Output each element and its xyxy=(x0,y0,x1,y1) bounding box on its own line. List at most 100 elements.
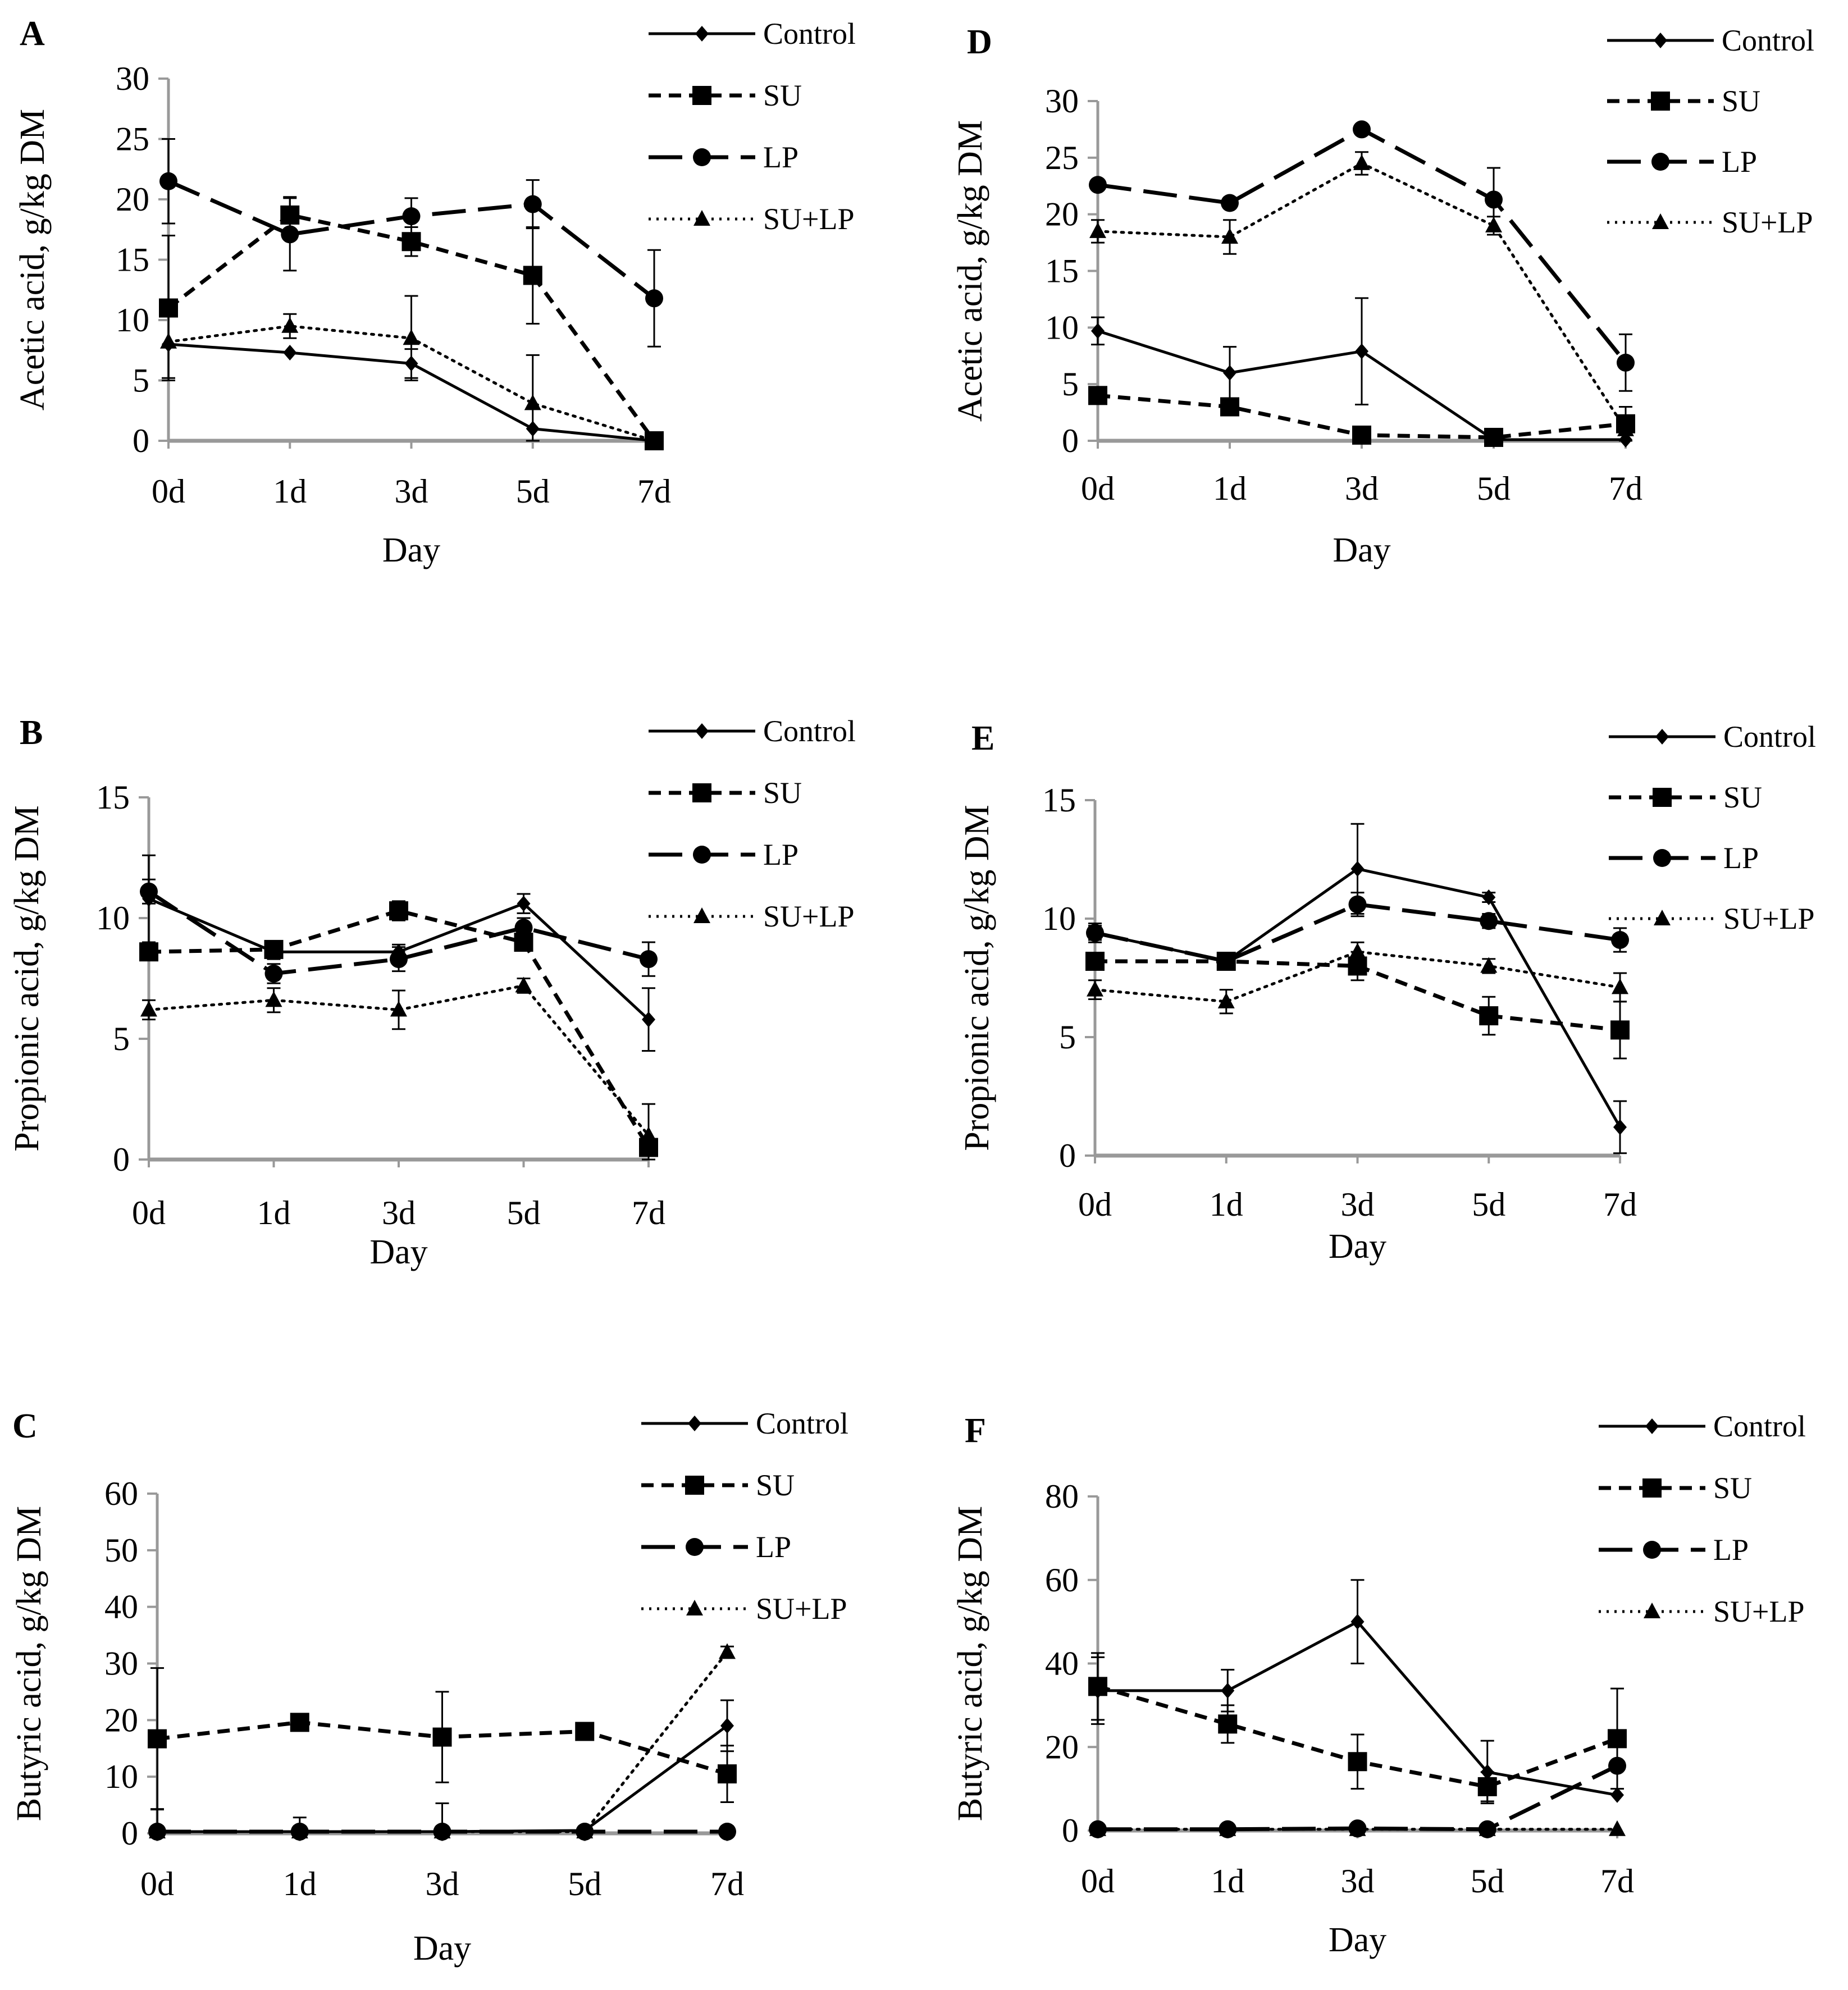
panel-d: D 0 5 10 15 20 25 30 0d 1d 3d 5d 7d Day Acetic acid, g… xyxy=(951,23,1814,569)
legend-marker xyxy=(688,1416,701,1431)
panel-a-x-tick-label: 7d xyxy=(637,473,671,510)
data-point xyxy=(1613,1119,1627,1135)
data-point xyxy=(1218,1714,1238,1734)
data-point xyxy=(523,266,542,285)
data-point xyxy=(1349,1820,1366,1836)
panel-a-y-tick-label: 20 xyxy=(116,181,149,218)
legend-label: LP xyxy=(1722,145,1757,179)
legend-marker xyxy=(686,1600,703,1615)
panel-d-x-tick-label: 1d xyxy=(1213,470,1247,507)
data-point xyxy=(148,1729,167,1749)
panel-d-y-tick-label: 20 xyxy=(1045,196,1079,233)
legend-marker xyxy=(1655,729,1669,745)
panel-e: E 0 5 10 15 0d 1d 3d 5d 7d Day Propionic acid, g/kg… xyxy=(958,719,1816,1266)
legend-label: Control xyxy=(1723,720,1816,754)
panel-a-y-tick-label: 0 xyxy=(133,422,149,459)
data-point xyxy=(1089,222,1106,238)
data-point xyxy=(402,207,421,226)
data-point xyxy=(1221,194,1239,212)
legend-label: SU xyxy=(1722,84,1760,118)
legend-item-lp: LP xyxy=(1599,1533,1749,1567)
series-line xyxy=(167,213,656,442)
data-point xyxy=(1350,1614,1365,1630)
panel-a-letter: A xyxy=(20,15,45,53)
data-point xyxy=(640,950,658,969)
data-point xyxy=(1479,1006,1499,1026)
panel-e-y-tick-label: 10 xyxy=(1042,900,1076,937)
legend-item-lp: LP xyxy=(641,1530,791,1564)
data-point xyxy=(140,882,158,901)
panel-a-y-tick-label: 10 xyxy=(116,302,149,339)
panel-f-series-su xyxy=(1088,1652,1627,1802)
panel-c-y-tick-label: 40 xyxy=(104,1589,138,1626)
legend-label: SU+LP xyxy=(763,900,855,933)
panel-c-y-tick-label: 0 xyxy=(121,1815,138,1852)
panel-e-series-su-plus-lp xyxy=(1087,941,1628,1015)
legend-item-control: Control xyxy=(1599,1409,1806,1443)
panel-e-x-tick-label: 1d xyxy=(1210,1186,1243,1223)
legend-label: LP xyxy=(763,838,798,871)
panel-f-series-su-plus-lp xyxy=(1089,1820,1626,1836)
panel-e-x-axis-title: Day xyxy=(1329,1227,1386,1266)
data-point xyxy=(1353,120,1371,139)
data-point xyxy=(1217,992,1235,1008)
data-point xyxy=(290,1713,309,1732)
panel-d-y-tick-label: 5 xyxy=(1062,366,1079,403)
series-line xyxy=(148,909,650,1149)
data-point xyxy=(1485,190,1503,209)
legend-item-lp: LP xyxy=(649,140,798,174)
panel-b-y-tick-label: 0 xyxy=(113,1141,130,1178)
panel-c-y-axis-title: Butyric acid, g/kg DM xyxy=(10,1506,48,1821)
panel-d-x-tick-label: 5d xyxy=(1477,470,1511,507)
data-point xyxy=(523,195,542,213)
legend-item-su-plus-lp: SU+LP xyxy=(649,900,855,933)
data-point xyxy=(139,942,158,962)
data-point xyxy=(1609,1820,1626,1836)
data-point xyxy=(1087,980,1103,997)
data-point xyxy=(1088,386,1107,405)
panel-e-legend: Control SU LP SU+LP xyxy=(1609,720,1816,935)
legend-marker xyxy=(693,846,711,864)
data-point xyxy=(390,950,408,969)
data-point xyxy=(1484,427,1503,447)
legend-marker xyxy=(1652,213,1669,229)
legend-marker xyxy=(1653,849,1671,867)
legend-item-control: Control xyxy=(1609,720,1816,754)
data-point xyxy=(160,332,177,349)
panel-a-legend: Control SU LP SU+LP xyxy=(649,17,856,236)
panel-c-series-su-plus-lp xyxy=(149,1643,736,1838)
data-point xyxy=(432,1727,452,1747)
panel-f: F 0 20 40 60 80 0d 1d 3d 5d 7d Day Butyric acid, g/k… xyxy=(951,1409,1806,1959)
data-point xyxy=(401,232,421,252)
panel-d-y-tick-label: 30 xyxy=(1045,83,1079,120)
legend-item-su-plus-lp: SU+LP xyxy=(1607,206,1813,239)
legend-item-su-plus-lp: SU+LP xyxy=(1609,902,1815,935)
data-point xyxy=(1610,1020,1630,1040)
panel-e-series-control xyxy=(1088,823,1627,1154)
legend-item-control: Control xyxy=(649,714,856,748)
data-point xyxy=(645,289,663,308)
legend-label: SU+LP xyxy=(1713,1595,1805,1628)
data-point xyxy=(1221,1682,1235,1699)
series-line xyxy=(1095,959,1621,1032)
legend-item-su-plus-lp: SU+LP xyxy=(641,1592,847,1626)
data-point xyxy=(140,1001,157,1017)
legend-label: SU xyxy=(1723,781,1762,814)
data-point xyxy=(642,1011,655,1028)
panel-d-x-tick-label: 0d xyxy=(1081,470,1115,507)
data-point xyxy=(265,991,282,1007)
panel-f-legend: Control SU LP SU+LP xyxy=(1599,1409,1806,1628)
data-point xyxy=(1349,943,1366,959)
panel-b-legend: Control SU LP SU+LP xyxy=(649,714,856,933)
panel-b: B 0 5 10 15 0d 1d 3d 5d 7d Day Propionic acid, g/kg… xyxy=(8,714,856,1271)
series-line xyxy=(1093,950,1622,1003)
panel-b-x-tick-label: 7d xyxy=(632,1194,665,1231)
panel-a-y-tick-label: 5 xyxy=(133,362,149,399)
panel-b-series-su-plus-lp xyxy=(140,976,657,1161)
panel-c-x-tick-label: 3d xyxy=(426,1865,459,1902)
panel-f-x-tick-label: 0d xyxy=(1081,1863,1115,1900)
legend-label: SU xyxy=(756,1468,795,1502)
data-point xyxy=(281,225,299,244)
panel-a-x-tick-label: 3d xyxy=(395,473,428,510)
panel-a-y-tick-label: 25 xyxy=(116,121,149,158)
